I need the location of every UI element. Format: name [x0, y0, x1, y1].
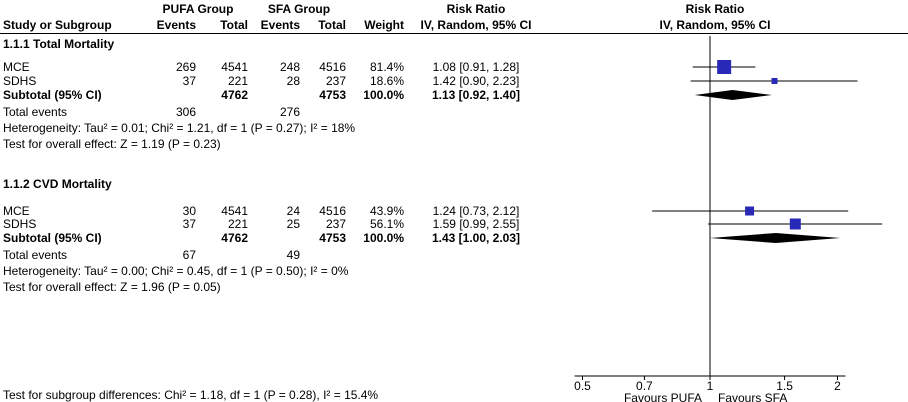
pufa-total-cell: 4541: [221, 204, 248, 218]
subgroup-title-row: 1.1.1 Total Mortality: [0, 37, 908, 51]
weight-cell: 100.0%: [363, 88, 404, 102]
weight-cell: 100.0%: [363, 231, 404, 245]
sfa-events-cell: 248: [279, 60, 300, 74]
subtotal-label: Subtotal (95% CI): [3, 88, 102, 102]
total-events-row: Total events 306 276: [0, 105, 908, 119]
ci-cell: 1.43 [1.00, 2.03]: [431, 231, 521, 245]
col-weight-header: Weight: [364, 18, 404, 32]
weight-cell: 43.9%: [369, 204, 404, 218]
total-events-row: Total events 67 49: [0, 248, 908, 262]
sfa-events-cell: 25: [286, 217, 300, 231]
col-study-header: Study or Subgroup: [3, 18, 112, 32]
ci-cell: 1.08 [0.91, 1.28]: [432, 60, 520, 74]
header-divider: [0, 33, 908, 34]
heterogeneity-row: Heterogeneity: Tau² = 0.00; Chi² = 0.45,…: [0, 264, 908, 278]
pufa-total-cell: 4762: [221, 88, 248, 102]
study-row: SDHS 37 221 28 237 18.6% 1.42 [0.90, 2.2…: [0, 74, 908, 88]
pufa-total-cell: 221: [227, 217, 248, 231]
total-events-label: Total events: [3, 248, 68, 262]
group-header-row: PUFA Group SFA Group Risk Ratio Risk Rat…: [0, 2, 908, 16]
subgroup-title-row: 1.1.2 CVD Mortality: [0, 177, 908, 191]
subtotal-row: Subtotal (95% CI) 4762 4753 100.0% 1.43 …: [0, 231, 908, 245]
weight-cell: 81.4%: [369, 60, 404, 74]
ci-cell: 1.59 [0.99, 2.55]: [432, 217, 520, 231]
study-row: SDHS 37 221 25 237 56.1% 1.59 [0.99, 2.5…: [0, 217, 908, 231]
col-sfa-total-header: Total: [318, 18, 346, 32]
ci-cell: 1.42 [0.90, 2.23]: [432, 74, 520, 88]
sfa-events-cell: 24: [286, 204, 300, 218]
pufa-events-cell: 30: [182, 204, 196, 218]
sfa-total-cell: 4753: [319, 88, 346, 102]
pufa-events-cell: 306: [175, 105, 196, 119]
column-header-row: Study or Subgroup Events Total Events To…: [0, 18, 908, 32]
overall-effect-text: Test for overall effect: Z = 1.96 (P = 0…: [3, 280, 221, 294]
risk-ratio-text-header: Risk Ratio: [446, 2, 506, 16]
col-pufa-events-header: Events: [156, 18, 196, 32]
study-row: MCE 30 4541 24 4516 43.9% 1.24 [0.73, 2.…: [0, 204, 908, 218]
study-name: MCE: [3, 204, 30, 218]
pufa-events-cell: 37: [182, 217, 196, 231]
sfa-total-cell: 4753: [319, 231, 346, 245]
overall-effect-text: Test for overall effect: Z = 1.19 (P = 0…: [3, 137, 221, 151]
sfa-group-header: SFA Group: [267, 2, 331, 16]
pufa-total-cell: 4541: [221, 60, 248, 74]
pufa-events-cell: 67: [182, 248, 196, 262]
heterogeneity-text: Heterogeneity: Tau² = 0.00; Chi² = 0.45,…: [3, 264, 349, 278]
col-ci-header: IV, Random, 95% CI: [420, 18, 532, 32]
weight-cell: 18.6%: [369, 74, 404, 88]
pufa-events-cell: 37: [182, 74, 196, 88]
subgroup-title: 1.1.2 CVD Mortality: [3, 177, 112, 191]
sfa-events-cell: 28: [286, 74, 300, 88]
sfa-events-cell: 276: [279, 105, 300, 119]
subtotal-row: Subtotal (95% CI) 4762 4753 100.0% 1.13 …: [0, 88, 908, 102]
sfa-total-cell: 4516: [319, 60, 346, 74]
sfa-total-cell: 237: [325, 74, 346, 88]
risk-ratio-plot-header: Risk Ratio: [685, 2, 745, 16]
heterogeneity-text: Heterogeneity: Tau² = 0.01; Chi² = 1.21,…: [3, 121, 356, 135]
study-name: MCE: [3, 60, 30, 74]
sfa-total-cell: 237: [325, 217, 346, 231]
study-row: MCE 269 4541 248 4516 81.4% 1.08 [0.91, …: [0, 60, 908, 74]
col-pufa-total-header: Total: [220, 18, 248, 32]
subgroup-title: 1.1.1 Total Mortality: [3, 37, 115, 51]
study-name: SDHS: [3, 217, 37, 231]
sfa-total-cell: 4516: [319, 204, 346, 218]
total-events-label: Total events: [3, 105, 68, 119]
ci-cell: 1.13 [0.92, 1.40]: [431, 88, 521, 102]
study-name: SDHS: [3, 74, 37, 88]
col-sfa-events-header: Events: [260, 18, 300, 32]
heterogeneity-row: Heterogeneity: Tau² = 0.01; Chi² = 1.21,…: [0, 121, 908, 135]
sfa-events-cell: 49: [286, 248, 300, 262]
pufa-events-cell: 269: [175, 60, 196, 74]
pufa-total-cell: 221: [227, 74, 248, 88]
subgroup-differences-row: Test for subgroup differences: Chi² = 1.…: [0, 388, 908, 402]
ci-cell: 1.24 [0.73, 2.12]: [432, 204, 520, 218]
overall-effect-row: Test for overall effect: Z = 1.96 (P = 0…: [0, 280, 908, 294]
pufa-total-cell: 4762: [221, 231, 248, 245]
col-ci-plot-header: IV, Random, 95% CI: [659, 18, 771, 32]
pufa-group-header: PUFA Group: [162, 2, 234, 16]
subtotal-label: Subtotal (95% CI): [3, 231, 102, 245]
overall-effect-row: Test for overall effect: Z = 1.19 (P = 0…: [0, 137, 908, 151]
subgroup-differences-text: Test for subgroup differences: Chi² = 1.…: [3, 388, 379, 402]
weight-cell: 56.1%: [369, 217, 404, 231]
